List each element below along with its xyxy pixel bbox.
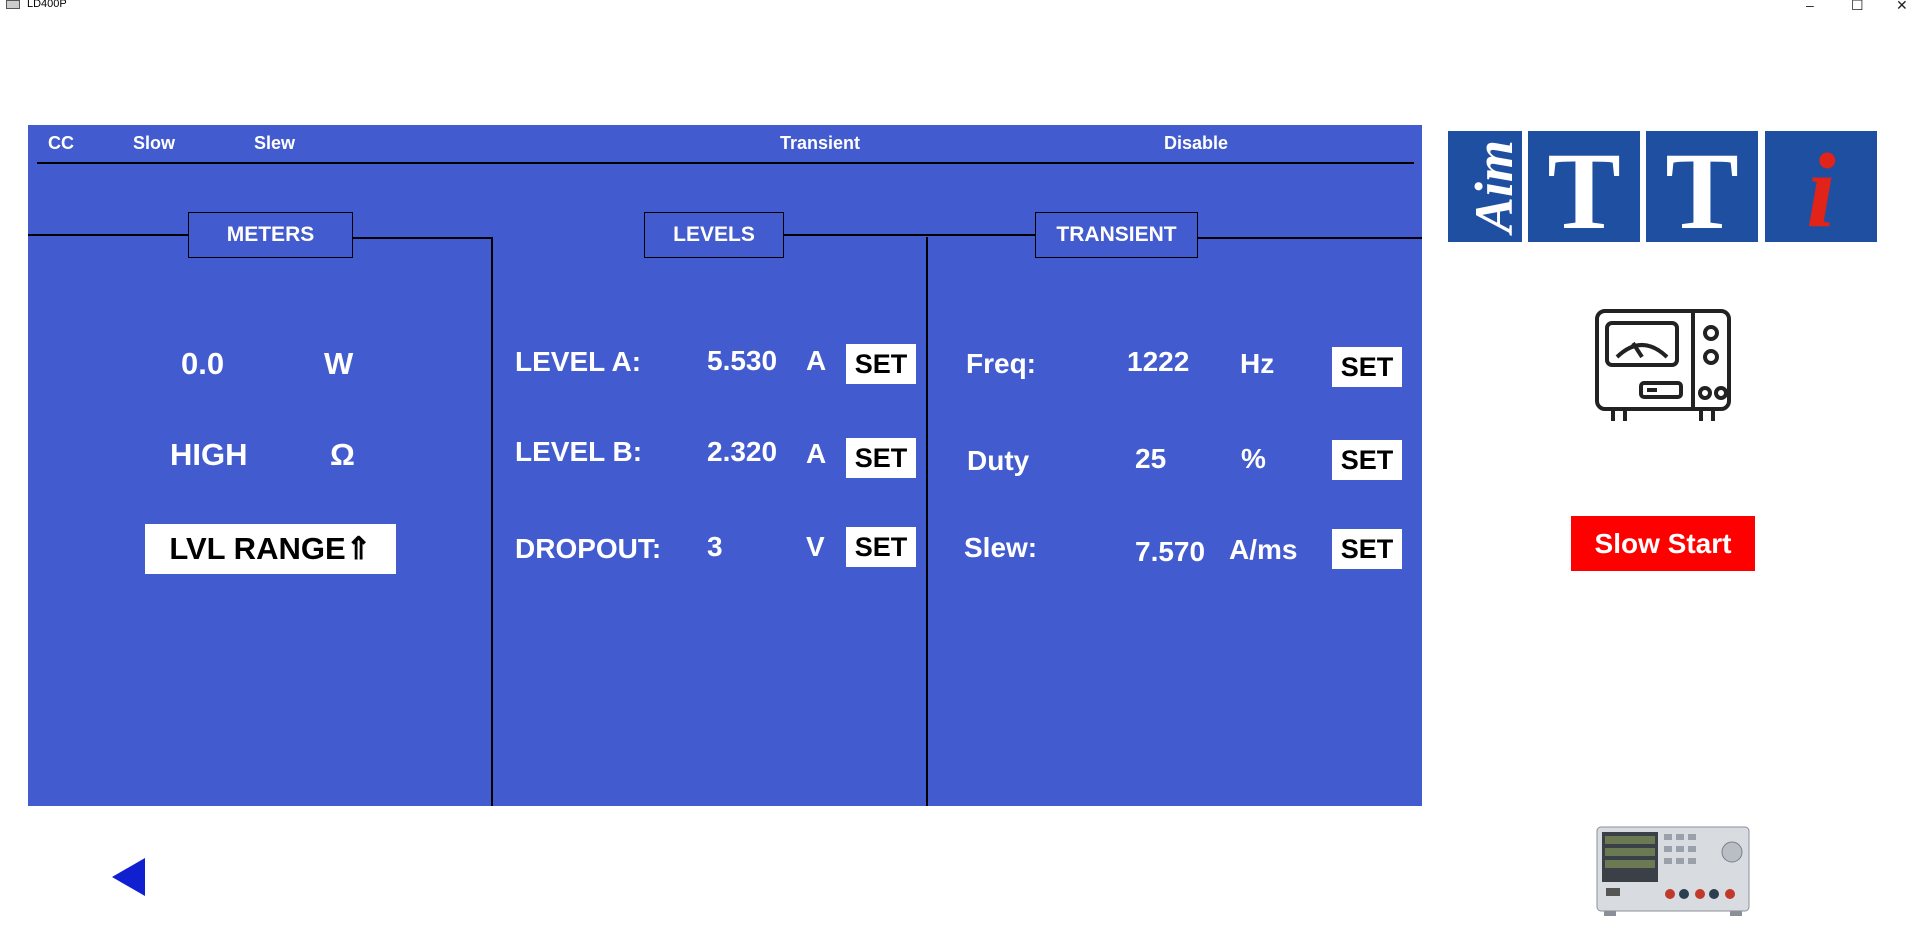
column-divider	[491, 237, 493, 806]
freq-value[interactable]: 1222	[1127, 346, 1190, 377]
dropout-label: DROPOUT:	[515, 533, 662, 564]
freq-set-button[interactable]: SET	[1332, 347, 1402, 387]
power-supply-icon	[1595, 309, 1731, 421]
frame-line	[783, 234, 1036, 236]
column-divider	[926, 237, 928, 806]
main-panel: CC Slow Slew Transient Disable METERS LE…	[28, 125, 1422, 806]
slew-set-button[interactable]: SET	[1332, 529, 1402, 569]
instrument-thumbnail-icon[interactable]	[1596, 826, 1750, 918]
level-a-label: LEVEL A:	[515, 346, 642, 377]
level-b-unit: A	[806, 438, 827, 469]
status-mode: CC	[48, 133, 74, 153]
level-a-unit: A	[806, 345, 827, 376]
level-range-button[interactable]: LVL RANGE⇑	[145, 524, 396, 574]
level-a-value[interactable]: 5.530	[707, 345, 778, 376]
logo-tile-aim: Aim	[1448, 131, 1524, 242]
duty-unit: %	[1241, 443, 1266, 474]
status-slew: Slew	[254, 133, 296, 153]
frame-line	[28, 234, 188, 236]
minimize-icon[interactable]: –	[1806, 0, 1814, 13]
resistance-unit: Ω	[330, 437, 355, 472]
duty-set-button[interactable]: SET	[1332, 440, 1402, 480]
slew-value[interactable]: 7.570	[1135, 536, 1206, 567]
dropout-value[interactable]: 3	[707, 531, 723, 562]
maximize-icon[interactable]: ☐	[1851, 0, 1864, 13]
logo-tile-i: i	[1765, 131, 1877, 249]
logo-tile-t2: T	[1646, 131, 1758, 251]
levels-section-header: LEVELS	[644, 212, 784, 258]
back-arrow-icon[interactable]	[112, 858, 145, 896]
window-title-bar: LD400P – ☐ ✕	[0, 0, 1917, 14]
level-b-value[interactable]: 2.320	[707, 436, 778, 467]
logo-tile-t1: T	[1528, 131, 1640, 251]
freq-unit: Hz	[1240, 348, 1275, 379]
frame-line	[1197, 237, 1422, 239]
freq-label: Freq:	[966, 348, 1036, 379]
duty-value[interactable]: 25	[1135, 443, 1167, 474]
level-b-label: LEVEL B:	[515, 436, 643, 467]
resistance-value: HIGH	[170, 437, 248, 472]
duty-label: Duty	[967, 445, 1030, 476]
slew-label: Slew:	[964, 532, 1038, 563]
close-icon[interactable]: ✕	[1896, 0, 1908, 13]
dropout-unit: V	[806, 531, 825, 562]
level-b-set-button[interactable]: SET	[846, 438, 916, 478]
power-value: 0.0	[181, 346, 225, 381]
header-divider	[37, 162, 1414, 164]
status-speed: Slow	[133, 133, 176, 153]
level-a-set-button[interactable]: SET	[846, 344, 916, 384]
status-input: Disable	[1164, 133, 1229, 153]
window-title: LD400P	[27, 0, 67, 10]
transient-section-header: TRANSIENT	[1035, 212, 1198, 258]
dropout-set-button[interactable]: SET	[846, 527, 916, 567]
app-icon	[6, 0, 20, 9]
meters-section-header: METERS	[188, 212, 353, 258]
slew-unit: A/ms	[1229, 534, 1298, 565]
power-unit: W	[324, 346, 354, 381]
slow-start-button[interactable]: Slow Start	[1571, 516, 1755, 571]
status-transient: Transient	[780, 133, 861, 153]
frame-line	[351, 237, 493, 239]
